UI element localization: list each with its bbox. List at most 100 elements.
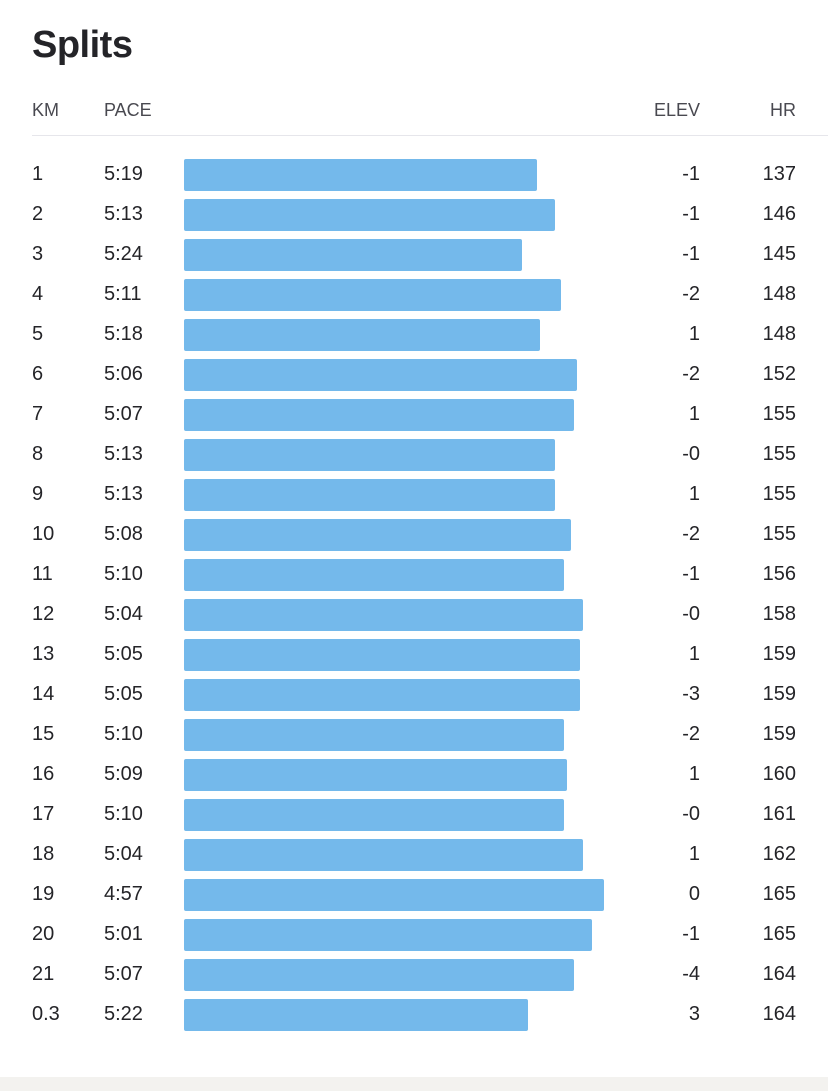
pace-bar: [184, 159, 537, 191]
pace-bar: [184, 319, 540, 351]
split-elevation: -1: [682, 563, 700, 585]
pace-bar: [184, 919, 592, 951]
split-heart-rate: 165: [762, 923, 796, 945]
split-km: 1: [32, 163, 44, 185]
split-heart-rate: 145: [762, 243, 796, 265]
split-pace: 5:08: [104, 523, 143, 545]
pace-bar: [184, 559, 564, 591]
split-elevation: 1: [688, 323, 700, 345]
split-pace: 5:04: [104, 603, 143, 625]
split-row: 17 5:10 -0 161: [32, 794, 828, 834]
split-elevation: 1: [688, 763, 700, 785]
split-elevation: -0: [682, 443, 700, 465]
split-elevation: -2: [682, 363, 700, 385]
split-elevation: -0: [682, 803, 700, 825]
pace-bar: [184, 799, 564, 831]
split-km: 17: [32, 803, 55, 825]
split-elevation: -2: [682, 523, 700, 545]
split-heart-rate: 137: [762, 163, 796, 185]
split-heart-rate: 165: [762, 883, 796, 905]
split-pace: 5:09: [104, 763, 143, 785]
split-heart-rate: 159: [762, 643, 796, 665]
split-km: 2: [32, 203, 44, 225]
split-elevation: -1: [682, 203, 700, 225]
split-pace: 5:01: [104, 923, 143, 945]
split-elevation: 3: [688, 1003, 700, 1025]
split-row: 13 5:05 1 159: [32, 634, 828, 674]
split-heart-rate: 158: [762, 603, 796, 625]
split-pace: 5:06: [104, 363, 143, 385]
pace-bar: [184, 719, 564, 751]
split-row: 9 5:13 1 155: [32, 474, 828, 514]
pace-bar: [184, 519, 571, 551]
split-pace: 5:05: [104, 643, 143, 665]
split-elevation: -1: [682, 243, 700, 265]
split-elevation: 1: [688, 483, 700, 505]
split-row: 0.3 5:22 3 164: [32, 994, 828, 1034]
split-pace: 5:22: [104, 1003, 143, 1025]
pace-bar: [184, 599, 583, 631]
split-elevation: -2: [682, 283, 700, 305]
split-km: 14: [32, 683, 55, 705]
split-km: 7: [32, 403, 44, 425]
split-pace: 5:24: [104, 243, 143, 265]
pace-bar: [184, 999, 528, 1031]
split-pace: 5:11: [104, 283, 142, 305]
column-header-km: KM: [32, 100, 59, 120]
split-pace: 5:13: [104, 443, 143, 465]
pace-bar: [184, 959, 574, 991]
split-row: 5 5:18 1 148: [32, 314, 828, 354]
split-elevation: 1: [688, 403, 700, 425]
pace-bar: [184, 839, 583, 871]
split-elevation: -4: [682, 963, 700, 985]
pace-bar: [184, 399, 574, 431]
split-row: 19 4:57 0 165: [32, 874, 828, 914]
split-row: 16 5:09 1 160: [32, 754, 828, 794]
split-pace: 5:13: [104, 203, 143, 225]
split-row: 21 5:07 -4 164: [32, 954, 828, 994]
split-km: 5: [32, 323, 44, 345]
split-row: 6 5:06 -2 152: [32, 354, 828, 394]
page-title: Splits: [32, 24, 133, 66]
split-km: 21: [32, 963, 55, 985]
split-heart-rate: 146: [762, 203, 796, 225]
split-heart-rate: 148: [762, 283, 796, 305]
split-row: 12 5:04 -0 158: [32, 594, 828, 634]
split-heart-rate: 155: [762, 483, 796, 505]
split-row: 20 5:01 -1 165: [32, 914, 828, 954]
pace-bar: [184, 279, 561, 311]
split-heart-rate: 162: [762, 843, 796, 865]
split-km: 10: [32, 523, 55, 545]
split-elevation: 1: [688, 843, 700, 865]
pace-bar: [184, 639, 580, 671]
split-km: 16: [32, 763, 55, 785]
split-row: 2 5:13 -1 146: [32, 194, 828, 234]
split-elevation: -2: [682, 723, 700, 745]
split-pace: 5:18: [104, 323, 143, 345]
split-row: 4 5:11 -2 148: [32, 274, 828, 314]
split-heart-rate: 161: [762, 803, 796, 825]
pace-bar: [184, 239, 522, 271]
pace-bar: [184, 199, 555, 231]
split-pace: 5:10: [104, 803, 143, 825]
split-heart-rate: 155: [762, 523, 796, 545]
split-km: 4: [32, 283, 44, 305]
split-km: 8: [32, 443, 44, 465]
split-row: 14 5:05 -3 159: [32, 674, 828, 714]
split-row: 3 5:24 -1 145: [32, 234, 828, 274]
split-km: 3: [32, 243, 44, 265]
split-pace: 5:13: [104, 483, 143, 505]
split-heart-rate: 164: [762, 963, 796, 985]
split-pace: 5:10: [104, 563, 143, 585]
split-pace: 5:07: [104, 963, 143, 985]
splits-table-header: KM PACE ELEV HR: [32, 98, 828, 136]
split-pace: 5:07: [104, 403, 143, 425]
pace-bar: [184, 679, 580, 711]
split-km: 6: [32, 363, 44, 385]
split-heart-rate: 155: [762, 443, 796, 465]
pace-bar: [184, 359, 577, 391]
split-row: 1 5:19 -1 137: [32, 154, 828, 194]
split-heart-rate: 160: [762, 763, 796, 785]
split-pace: 4:57: [104, 883, 143, 905]
split-km: 18: [32, 843, 55, 865]
